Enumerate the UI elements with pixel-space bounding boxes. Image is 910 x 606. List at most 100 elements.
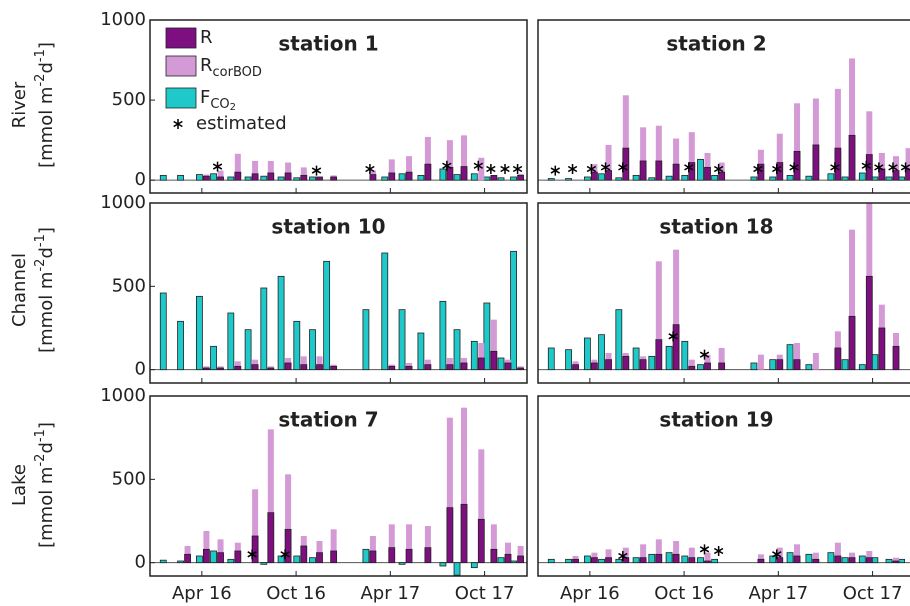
bar <box>632 557 640 564</box>
bar <box>672 324 680 371</box>
bar <box>834 555 842 564</box>
bar <box>655 261 662 370</box>
bar <box>565 178 572 181</box>
bar <box>655 553 663 564</box>
bar <box>517 555 524 564</box>
bar <box>892 560 900 564</box>
bar <box>323 260 331 371</box>
bar <box>405 365 413 371</box>
bar <box>398 562 406 565</box>
estimated-marker <box>874 162 884 173</box>
legend-label: R <box>200 27 213 48</box>
bar <box>681 340 689 371</box>
bar <box>584 176 591 181</box>
bar <box>417 332 425 371</box>
estimated-marker <box>550 165 560 176</box>
estimated-marker <box>567 163 578 174</box>
legend-label: RcorBOD <box>200 55 262 80</box>
bar <box>460 362 468 371</box>
bar <box>517 367 524 371</box>
bar <box>267 367 275 371</box>
bar <box>605 549 612 563</box>
bar <box>688 557 696 564</box>
bar <box>504 362 512 371</box>
bar <box>786 552 794 564</box>
bar <box>805 364 813 371</box>
bar <box>805 553 813 564</box>
y-unit-part: -1 <box>33 234 48 247</box>
bar <box>267 172 275 181</box>
bar <box>598 173 605 181</box>
legend-subsub: 2 <box>230 102 236 113</box>
bar <box>688 365 696 371</box>
y-tick-label: 1000 <box>100 385 146 406</box>
bar <box>793 555 801 564</box>
y-tick-label: 500 <box>112 275 146 296</box>
bar <box>330 365 338 371</box>
bar <box>244 329 252 371</box>
bar <box>565 558 572 564</box>
bar <box>234 361 241 370</box>
bar <box>490 524 497 563</box>
bar <box>446 417 453 563</box>
bar <box>453 174 461 181</box>
bar <box>177 320 184 371</box>
y-unit-part: ] <box>36 422 57 429</box>
bar <box>251 364 259 371</box>
y-unit-part: d <box>36 442 57 453</box>
estimated-marker <box>753 163 763 174</box>
bar <box>688 547 695 563</box>
bar <box>267 429 274 563</box>
bar <box>300 545 308 564</box>
estimated-marker <box>280 549 290 560</box>
bar <box>159 292 167 371</box>
bar <box>655 339 663 371</box>
bar <box>584 555 591 564</box>
bar <box>217 170 224 181</box>
y-tick-label: 1000 <box>100 192 146 213</box>
estimated-marker <box>713 163 724 174</box>
bar <box>565 349 572 371</box>
bar <box>665 345 673 371</box>
bar <box>490 350 498 371</box>
bar <box>510 560 517 564</box>
panel-title: station 19 <box>659 408 773 432</box>
bar <box>316 176 323 181</box>
bar <box>251 535 259 564</box>
panel-title: station 2 <box>666 32 766 56</box>
bar <box>718 362 726 371</box>
x-tick-label: Apr 16 <box>172 583 232 604</box>
bar <box>217 539 224 563</box>
y-unit-part: [mmol m <box>36 272 57 353</box>
estimated-marker <box>486 163 496 174</box>
bar <box>640 127 647 181</box>
bar <box>757 554 764 563</box>
bar <box>704 152 711 181</box>
bar <box>865 557 873 564</box>
bar <box>639 359 647 371</box>
bar <box>316 356 323 370</box>
bar <box>203 531 210 563</box>
legend-name: R <box>200 27 213 48</box>
bar <box>697 158 704 181</box>
bar <box>681 555 689 564</box>
estimated-marker <box>699 544 710 555</box>
bar <box>711 558 719 564</box>
bar <box>848 134 856 181</box>
y-unit-part: -1 <box>33 49 48 62</box>
bar <box>871 176 879 181</box>
bar <box>786 344 794 371</box>
bar <box>478 157 485 181</box>
panel-frame <box>537 19 910 194</box>
bar <box>858 364 866 371</box>
bar <box>244 176 252 181</box>
bar <box>848 315 856 371</box>
bar <box>769 176 777 181</box>
y-tick-label: 0 <box>135 359 146 380</box>
bar <box>460 503 468 564</box>
bar <box>490 174 498 181</box>
bar <box>446 358 453 370</box>
bar <box>688 132 695 181</box>
bar <box>757 354 764 370</box>
